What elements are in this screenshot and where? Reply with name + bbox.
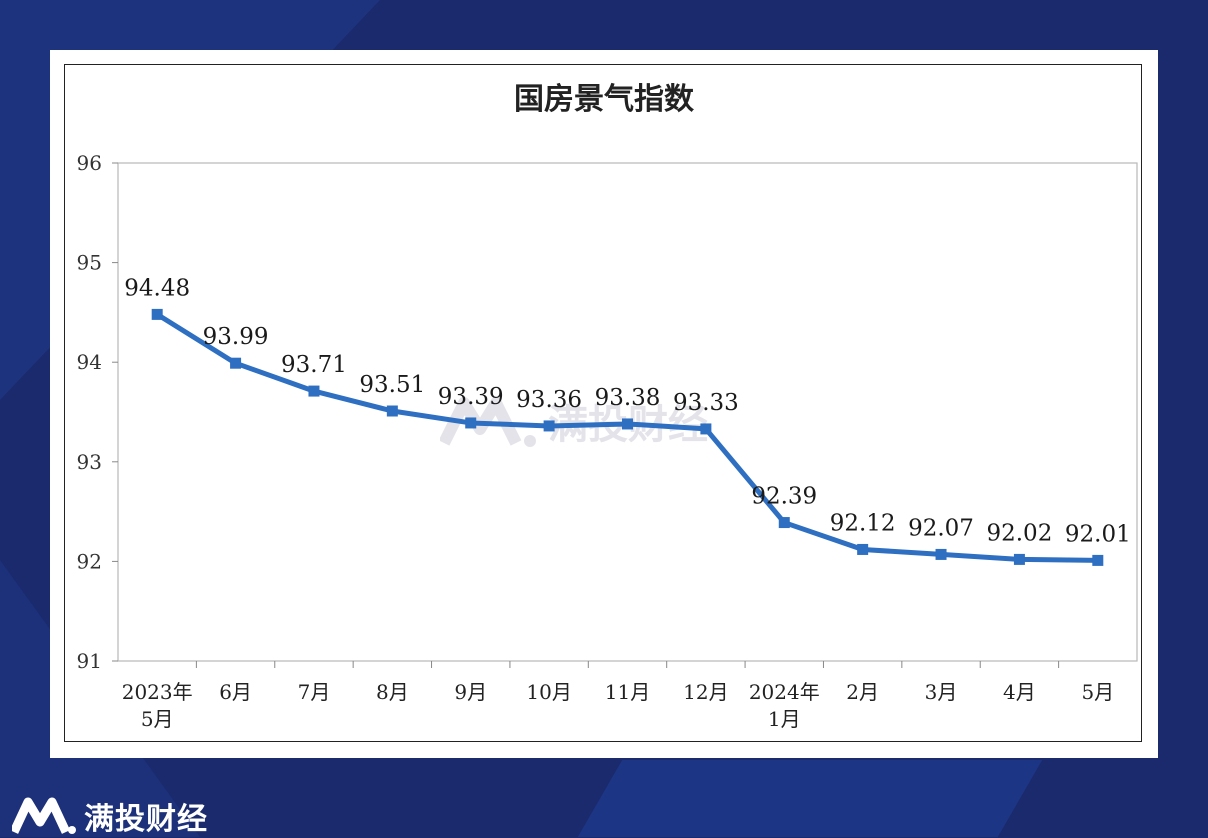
data-label: 92.02 [986,520,1052,546]
chart-panel: 国房景气指数 [50,50,1158,758]
data-point [1092,554,1104,566]
x-tick-label: 2024年 [749,680,820,704]
chart-frame [64,64,1142,742]
x-tick-label: 5月 [141,707,174,731]
y-tick-label: 95 [77,251,102,275]
data-label: 93.36 [516,387,582,413]
data-point [230,357,242,369]
y-tick-label: 94 [77,350,102,374]
x-tick-label: 8月 [376,680,409,704]
data-label: 92.01 [1065,521,1131,547]
data-point [543,420,555,432]
data-point [1013,553,1025,565]
data-label: 93.39 [438,384,504,410]
data-point [778,517,790,529]
x-tick-label: 4月 [1003,680,1036,704]
data-point [465,417,477,429]
x-tick-label: 6月 [219,680,252,704]
data-label: 92.07 [908,515,974,541]
data-label: 92.12 [830,510,896,536]
chart-title: 国房景气指数 [514,82,694,117]
data-label: 93.33 [673,390,739,416]
data-point [622,418,633,430]
x-tick-label: 5月 [1081,680,1114,704]
x-tick-label: 3月 [925,680,958,704]
x-tick-label: 11月 [605,680,650,704]
y-tick-label: 91 [77,649,102,673]
x-tick-label: 9月 [454,680,487,704]
data-point [386,405,398,417]
brand-name: 满投财经 [84,802,208,837]
y-tick-label: 92 [77,549,102,573]
footer-brand: 满投财经 [12,794,208,838]
data-point [935,548,947,560]
x-tick-label: 2月 [846,680,879,704]
data-label: 92.39 [751,484,817,510]
data-point [857,543,869,555]
x-tick-label: 1月 [768,707,801,731]
mt-logo-watermark-icon [440,397,536,447]
y-tick-label: 96 [77,151,102,175]
x-tick-label: 2023年 [122,680,193,704]
data-point [151,308,163,320]
data-label: 93.99 [203,324,269,350]
y-tick-label: 93 [77,450,102,474]
mt-logo-icon [12,797,76,834]
data-point [308,385,320,397]
data-label: 93.51 [359,372,425,398]
data-label: 94.48 [124,275,190,301]
data-label: 93.38 [595,385,661,411]
x-tick-label: 7月 [298,680,331,704]
data-point [700,423,712,435]
x-tick-label: 10月 [526,680,571,704]
data-label: 93.71 [281,352,347,378]
plot-area-border [117,162,1138,662]
x-tick-label: 12月 [683,680,728,704]
